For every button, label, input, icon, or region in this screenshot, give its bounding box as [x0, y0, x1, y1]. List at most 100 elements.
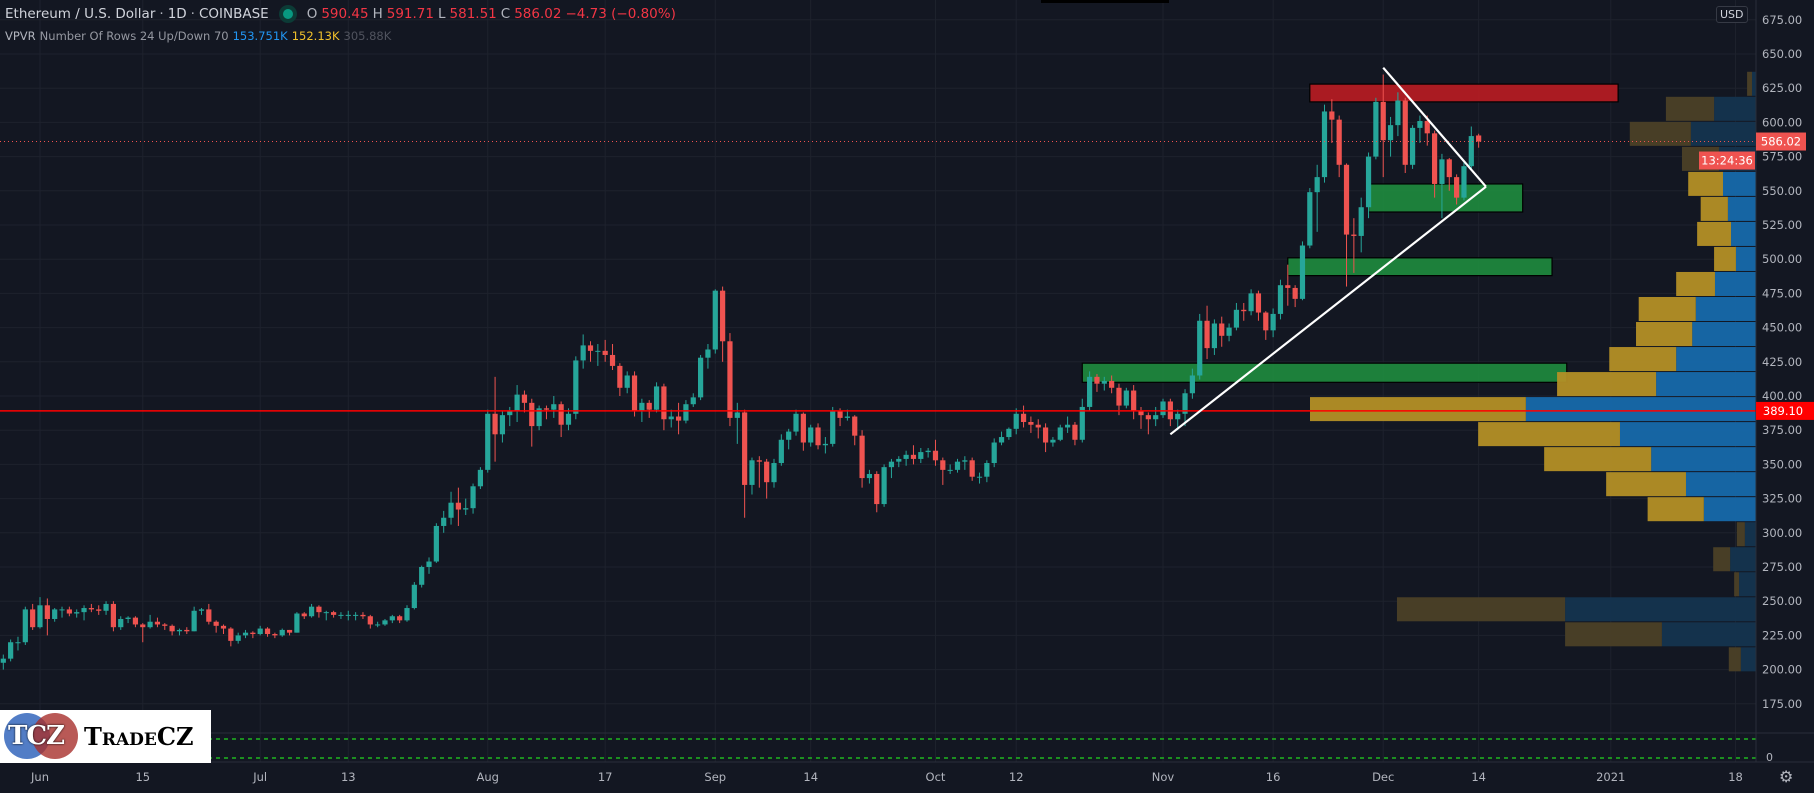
candle-body — [830, 411, 836, 444]
candle-body — [1255, 293, 1262, 313]
vpvr-up-bar — [1731, 221, 1756, 246]
candle-body — [631, 375, 638, 412]
support-price-tag — [1756, 401, 1814, 420]
price-tick-label: 375.00 — [1762, 423, 1802, 437]
candle-body — [1020, 413, 1027, 422]
vpvr-down-bar — [1609, 347, 1677, 372]
candle-body — [1285, 285, 1291, 288]
candle-body — [712, 290, 718, 350]
top-toolbar-handle[interactable] — [1041, 0, 1169, 3]
candle-body — [976, 476, 983, 478]
candle-body — [1373, 101, 1379, 157]
logo-name: TradeCZ — [84, 722, 194, 751]
change-value: −4.73 (−0.80%) — [565, 6, 676, 22]
candle-body — [903, 454, 909, 459]
candle-body — [727, 341, 733, 418]
vpvr-up-bar — [1744, 522, 1756, 547]
candle-body — [918, 452, 924, 459]
candle-body — [1153, 415, 1159, 420]
vpvr-down-bar — [1736, 522, 1745, 547]
candle-body — [1204, 320, 1210, 349]
candle-body — [1109, 380, 1115, 388]
vpvr-up-bar — [1739, 572, 1756, 597]
candle-body — [866, 473, 873, 479]
candle-body — [140, 624, 146, 628]
time-tick-label: Nov — [1152, 770, 1175, 784]
currency-button[interactable]: USD — [1716, 6, 1748, 23]
interval: 1D — [167, 6, 187, 22]
symbol-legend[interactable]: Ethereum / U.S. Dollar · 1D · COINBASE O… — [5, 3, 676, 25]
candle-body — [301, 613, 307, 617]
candle-body — [433, 525, 439, 562]
trendline — [1382, 66, 1487, 188]
candle-body — [815, 427, 821, 446]
vpvr-legend[interactable]: VPVR Number Of Rows 24 Up/Down 70 153.75… — [5, 25, 676, 47]
candle-body — [675, 416, 682, 421]
vpvr-down-bar — [1557, 372, 1657, 397]
price-tick-label: 425.00 — [1762, 355, 1802, 369]
candle-body — [15, 642, 21, 644]
vpvr-down-bar — [1636, 322, 1693, 347]
candle-body — [874, 473, 880, 505]
indicator-params: Number Of Rows 24 Up/Down 70 — [39, 29, 229, 43]
candle-body — [1277, 285, 1284, 314]
candle-body — [286, 629, 293, 633]
vpvr-down-bar — [1310, 397, 1526, 422]
candle-body — [1307, 192, 1313, 246]
candle-body — [521, 394, 528, 403]
candle-body — [720, 290, 726, 342]
candle-body — [756, 460, 762, 462]
candle-body — [59, 609, 65, 611]
candle-body — [954, 461, 961, 470]
candle-body — [367, 616, 373, 625]
low-value: 581.51 — [449, 6, 497, 22]
vpvr-up-bar — [1722, 171, 1756, 196]
candle-body — [0, 658, 6, 663]
settings-gear-icon[interactable]: ⚙ — [1779, 767, 1794, 786]
symbol-name: Ethereum / U.S. Dollar — [5, 6, 156, 22]
candle-body — [536, 408, 542, 427]
candle-body — [470, 486, 476, 509]
candle-body — [551, 404, 557, 410]
vpvr-down-bar — [1629, 121, 1691, 146]
price-tick-label: 250.00 — [1762, 594, 1802, 608]
candle-body — [338, 614, 344, 616]
time-tick-label: Jun — [30, 770, 49, 784]
candle-body — [698, 357, 704, 398]
support-price-label: 389.10 — [1763, 404, 1803, 418]
tradecz-logo: TCZ TradeCZ — [0, 710, 211, 763]
candle-body — [419, 567, 425, 585]
vpvr-up-bar — [1714, 271, 1756, 296]
candle-body — [316, 606, 322, 613]
candle-body — [485, 413, 491, 470]
vpvr-up-bar — [1735, 246, 1756, 271]
candle-body — [962, 460, 968, 462]
candle-body — [463, 508, 469, 510]
lower-pane-zero-label: 0 — [1766, 751, 1773, 764]
market-open-status-icon[interactable] — [282, 9, 293, 19]
vpvr-up-bar — [1685, 472, 1756, 497]
candle-body — [910, 454, 917, 459]
candle-body — [477, 469, 483, 487]
candle-body — [184, 629, 190, 632]
logo-monogram: TCZ — [8, 721, 65, 751]
time-tick-label: Jul — [252, 770, 267, 784]
candle-body — [1409, 127, 1416, 165]
time-tick-label: Dec — [1372, 770, 1394, 784]
total-volume: 305.88K — [343, 29, 392, 43]
vpvr-up-bar — [1703, 497, 1756, 522]
candle-body — [1417, 121, 1423, 128]
candle-body — [984, 463, 990, 477]
countdown-tag — [1699, 151, 1755, 170]
candle-body — [1182, 393, 1188, 414]
candle-body — [1321, 111, 1328, 178]
candle-body — [1072, 424, 1078, 440]
vpvr-down-bar — [1638, 296, 1696, 322]
candle-body — [602, 350, 608, 355]
time-tick-label: 16 — [1266, 770, 1281, 784]
candle-body — [778, 439, 784, 464]
down-volume: 152.13K — [291, 29, 340, 43]
last-price-tag — [1756, 132, 1806, 151]
lower-pane: 0 — [0, 738, 1773, 764]
